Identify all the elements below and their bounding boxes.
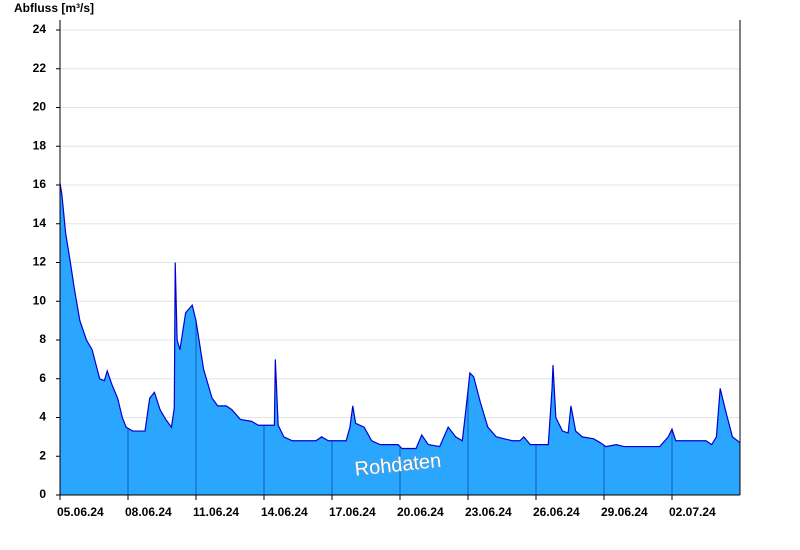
y-tick-label: 20 (33, 100, 47, 114)
x-tick-label: 23.06.24 (465, 505, 512, 519)
x-tick-label: 17.06.24 (329, 505, 376, 519)
y-tick-label: 4 (39, 410, 46, 424)
x-tick-label: 08.06.24 (125, 505, 172, 519)
y-tick-label: 24 (33, 22, 47, 36)
y-tick-label: 0 (39, 487, 46, 501)
line (59, 182, 741, 450)
y-tick-label: 2 (39, 448, 46, 462)
x-tick-label: 02.07.24 (669, 505, 716, 519)
x-tick-label: 26.06.24 (533, 505, 580, 519)
x-tick-label: 29.06.24 (601, 505, 648, 519)
y-tick-label: 16 (33, 177, 47, 191)
y-tick-label: 14 (33, 216, 47, 230)
x-tick-label: 20.06.24 (397, 505, 444, 519)
y-tick-label: 8 (39, 332, 46, 346)
y-tick-label: 18 (33, 138, 47, 152)
y-axis-label: Abfluss [m³/s] (14, 1, 94, 15)
y-tick-label: 10 (33, 293, 47, 307)
y-tick-label: 22 (33, 61, 47, 75)
y-tick-label: 6 (39, 371, 46, 385)
x-tick-label: 11.06.24 (193, 505, 239, 519)
x-tick-label: 05.06.24 (57, 505, 104, 519)
x-tick-label: 14.06.24 (261, 505, 308, 519)
y-tick-label: 12 (33, 255, 47, 269)
